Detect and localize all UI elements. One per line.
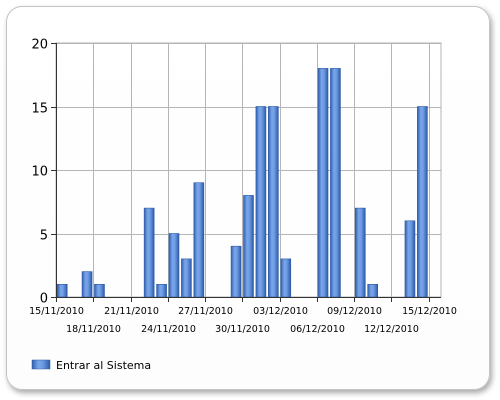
bar [268, 106, 279, 298]
bar [243, 195, 254, 298]
bar [56, 283, 68, 298]
y-tick-label: 5 [40, 229, 48, 244]
x-tick-labels: 15/11/2010 18/11/2010 21/11/2010 24/11/2010… [29, 306, 457, 335]
bar [94, 283, 105, 298]
x-tick-label: 09/12/2010 [327, 306, 382, 317]
bar [81, 271, 93, 298]
legend-label: Entrar al Sistema [56, 359, 151, 372]
x-tick-label: 03/12/2010 [253, 306, 308, 317]
y-tick-label: 20 [31, 38, 48, 53]
bar [168, 233, 180, 298]
y-tick-label: 0 [40, 292, 48, 307]
x-tick-label: 15/11/2010 [29, 306, 84, 317]
bar [367, 283, 378, 298]
bar [193, 182, 205, 298]
bar [404, 220, 416, 298]
x-tick-label: 24/11/2010 [141, 324, 196, 335]
x-tick-label: 18/11/2010 [66, 324, 121, 335]
bar [417, 106, 428, 298]
x-tick-label: 15/12/2010 [402, 306, 457, 317]
y-tick-labels: 0 5 10 15 20 [31, 38, 48, 307]
bar [317, 68, 329, 298]
axes [51, 43, 441, 302]
bar [181, 258, 192, 298]
bar [255, 106, 267, 298]
x-tick-label: 12/12/2010 [364, 324, 419, 335]
y-tick-label: 15 [31, 102, 48, 117]
bar [280, 258, 292, 298]
y-tick-label: 10 [31, 165, 48, 180]
x-tick-label: 21/11/2010 [104, 306, 159, 317]
x-tick-label: 30/11/2010 [215, 324, 270, 335]
bar [230, 245, 242, 298]
legend-swatch [31, 359, 51, 370]
bar [330, 68, 341, 298]
bar [143, 207, 155, 298]
bar [156, 283, 167, 298]
x-tick-label: 27/11/2010 [178, 306, 233, 317]
x-tick-label: 06/12/2010 [290, 324, 345, 335]
bar [354, 207, 366, 298]
legend: Entrar al Sistema [31, 359, 151, 372]
